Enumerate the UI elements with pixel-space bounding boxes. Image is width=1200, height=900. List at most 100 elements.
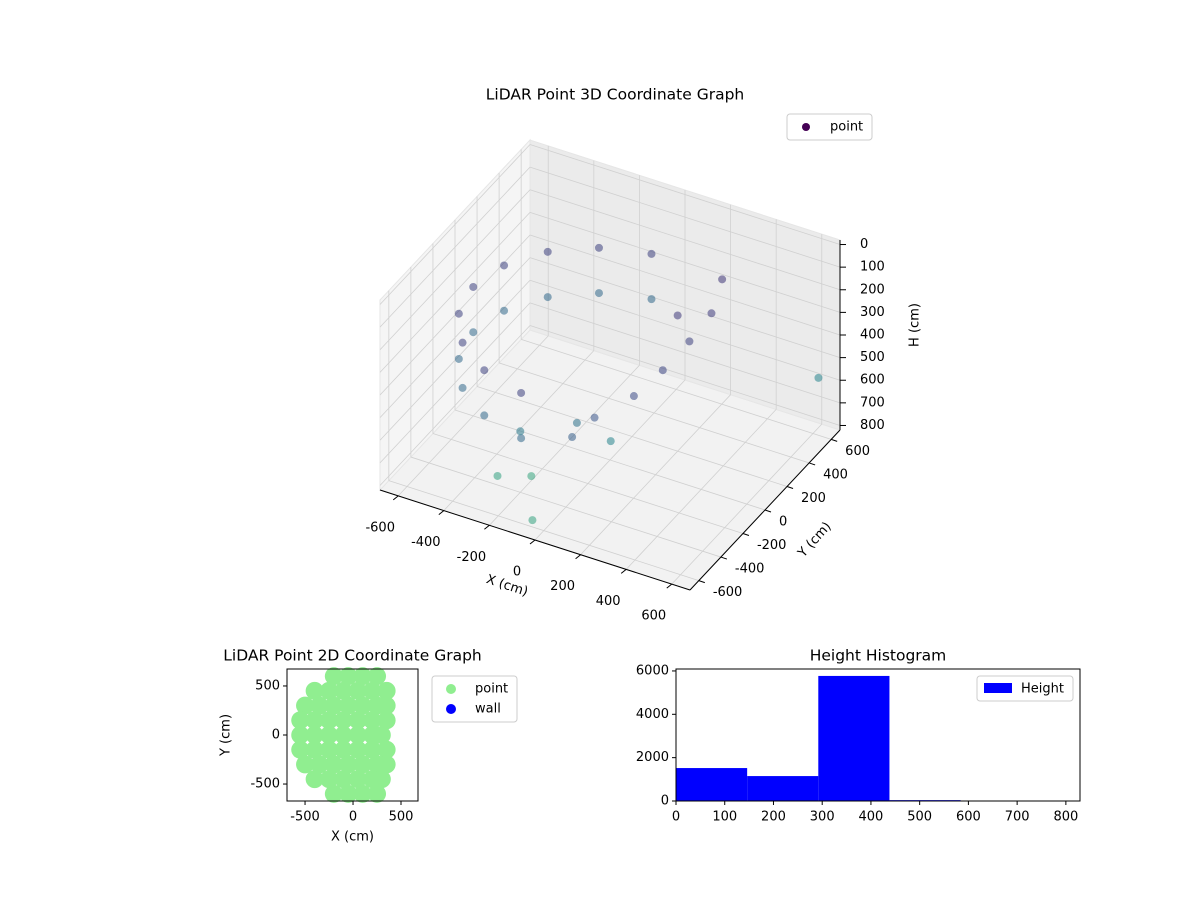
z-tick-label: 700 [860,395,885,410]
x-tick-label: 200 [550,579,575,594]
grid-line [529,144,841,245]
z-tick-label: 500 [860,350,885,365]
data-point [339,784,358,803]
bar [818,675,890,801]
data-point [493,471,502,480]
data-point [673,311,682,320]
data-point [517,388,526,397]
data-point [353,696,372,715]
data-point [339,755,358,774]
data-point [629,392,638,401]
data-point [377,696,396,715]
data-point [594,243,603,252]
data-point [685,337,694,346]
axes-frame [675,668,1081,802]
data-point [310,755,329,774]
x-tick-label: 100 [712,810,737,825]
y-tick-label: 200 [801,491,826,506]
data-point [305,726,324,744]
legend-label: Height [1021,682,1064,697]
y-tick-label: 0 [779,515,787,530]
grid-line [379,325,531,486]
x-tick-label: 800 [1053,810,1078,825]
tick-mark [831,438,838,442]
axis-line [379,489,691,591]
data-point [454,354,463,363]
data-point [377,740,396,759]
legend-marker [802,123,810,131]
axis-line [689,429,841,591]
data-point [334,681,353,700]
tick-mark [698,580,705,584]
x-axis-label: X (cm) [331,830,374,845]
data-point [291,740,310,759]
data-point [334,740,353,759]
data-point [320,740,339,759]
x-tick-label: 400 [859,810,884,825]
grid-line [432,433,744,534]
grid-line [454,409,766,511]
y-tick-label: 0 [272,728,280,743]
data-point [348,711,367,730]
y-tick-label: 4000 [636,707,669,722]
x-tick-label: -400 [411,535,441,550]
data-point [320,681,339,700]
legend-box [786,113,873,141]
data-point [500,261,509,270]
data-point [372,770,391,789]
tick-mark [742,533,750,537]
data-point [480,366,489,375]
grid-line [529,212,841,313]
data-point [543,293,552,302]
chart-title: Height Histogram [810,647,947,665]
data-point [310,696,329,715]
x-tick-label: 600 [956,810,981,825]
z-tick-label: 0 [860,237,868,252]
tick-mark [529,539,536,545]
z-tick-label: 800 [860,418,885,433]
data-point [324,667,343,686]
y-tick-label: 400 [823,467,848,482]
x-tick-label: -200 [457,550,487,565]
y-tick-label: -600 [713,585,743,600]
data-point [305,740,324,759]
grid-line [388,480,699,581]
data-point [606,437,615,446]
grid-line [379,302,531,464]
data-point [568,433,577,442]
tick-mark [808,462,816,466]
chart-title: LiDAR Point 2D Coordinate Graph [223,647,481,665]
data-point [527,472,536,481]
z-tick-label: 100 [860,260,885,275]
x-tick-label: 0 [513,565,521,580]
data-point [334,726,353,744]
data-point [334,770,353,789]
grid-line [529,189,841,291]
data-point [363,681,382,700]
y-tick-label: 500 [255,678,280,693]
z-tick-label: 600 [860,373,885,388]
data-point [296,755,315,774]
data-point [334,711,353,730]
tick-mark [666,583,673,589]
data-point [348,726,367,744]
grid-line [521,339,832,440]
data-point [305,681,324,700]
data-point [348,740,367,759]
grid-line [529,279,841,381]
data-point [454,309,463,318]
tick-mark [392,495,399,501]
grid-line [379,257,531,418]
data-point [590,413,599,422]
data-point [500,306,509,315]
data-point [320,726,339,744]
data-point [528,516,537,525]
bar [676,768,748,801]
bar [747,776,819,801]
data-point [324,784,343,803]
legend-label: point [830,120,863,135]
x-tick-label: -500 [290,810,320,825]
tick-mark [764,509,772,513]
grid-line [410,456,722,558]
grid-line [529,234,841,336]
